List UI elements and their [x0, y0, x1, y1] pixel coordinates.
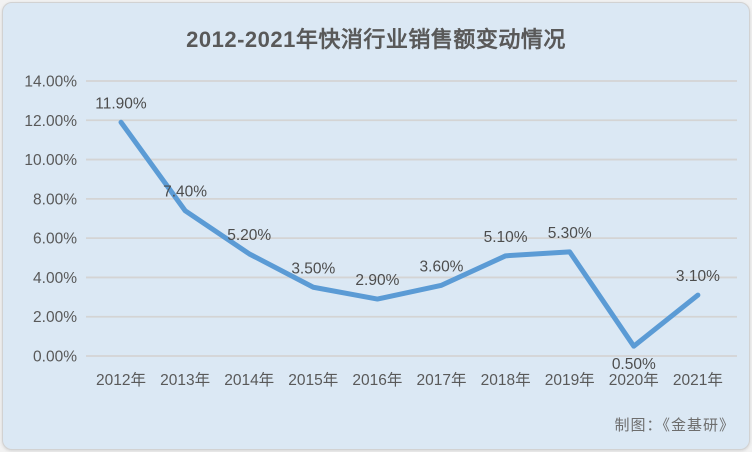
- data-label: 3.50%: [291, 260, 335, 277]
- x-axis-tick-label: 2021年: [673, 371, 723, 389]
- data-label: 0.50%: [612, 356, 656, 373]
- y-axis-tick-label: 4.00%: [33, 270, 77, 287]
- chart-credit: 制图：《金基研》: [614, 417, 735, 434]
- data-label: 5.30%: [548, 225, 592, 242]
- chart-title: 2012-2021年快消行业销售额变动情况: [186, 27, 566, 52]
- data-label: 11.90%: [95, 95, 147, 112]
- data-label: 7.40%: [163, 184, 207, 201]
- y-axis-tick-label: 12.00%: [24, 113, 77, 130]
- x-axis-tick-label: 2016年: [352, 371, 402, 389]
- x-axis-tick-label: 2019年: [545, 371, 595, 389]
- data-label: 3.10%: [676, 268, 720, 285]
- x-axis-tick-label: 2020年: [609, 371, 659, 389]
- y-axis-tick-label: 0.00%: [33, 349, 77, 366]
- x-axis-tick-label: 2014年: [224, 371, 274, 389]
- y-axis-tick-label: 14.00%: [24, 74, 77, 91]
- series-line: [118, 119, 701, 349]
- y-axis-tick-label: 6.00%: [33, 231, 77, 248]
- data-label: 3.60%: [420, 258, 464, 275]
- x-axis-tick-label: 2017年: [417, 371, 467, 389]
- x-axis-tick-label: 2015年: [288, 371, 338, 389]
- x-axis-tick-label: 2013年: [160, 371, 210, 389]
- data-label: 5.10%: [484, 229, 528, 246]
- x-axis-tick-label: 2018年: [481, 371, 531, 389]
- line-chart: 0.00% 2.00% 4.00% 6.00% 8.00% 10.00% 12.00% 14.…: [24, 74, 737, 389]
- y-axis-tick-label: 8.00%: [33, 191, 77, 208]
- data-label: 5.20%: [227, 227, 271, 244]
- y-axis-tick-label: 2.00%: [33, 309, 77, 326]
- y-axis-tick-label: 10.00%: [24, 152, 77, 169]
- x-axis-tick-label: 2012年: [96, 371, 146, 389]
- data-label: 2.90%: [355, 272, 399, 289]
